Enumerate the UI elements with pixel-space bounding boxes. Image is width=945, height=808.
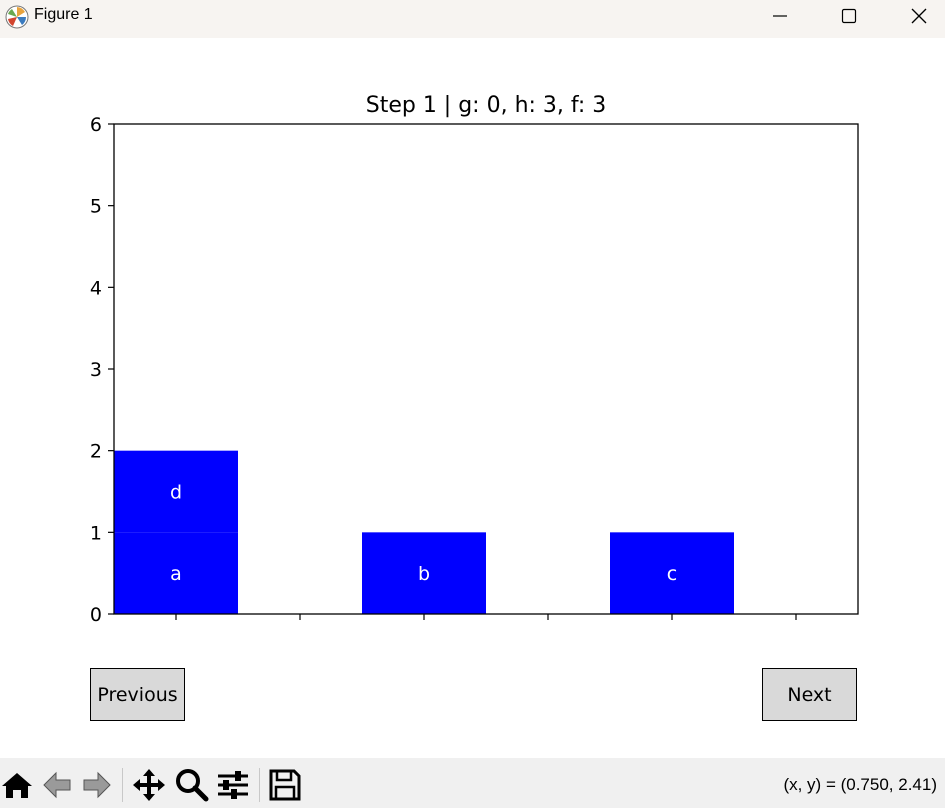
home-button[interactable] bbox=[0, 767, 36, 803]
matplotlib-app-icon bbox=[5, 5, 29, 29]
x-tick-label: 3 bbox=[418, 627, 430, 628]
figure-canvas[interactable]: Step 1 | g: 0, h: 3, f: 3 a d b c 0 1 2 3 4 5 6 1… bbox=[0, 38, 945, 758]
save-icon bbox=[269, 769, 301, 801]
zoom-icon bbox=[176, 769, 209, 802]
window-title: Figure 1 bbox=[34, 6, 93, 23]
bar-label-b: b bbox=[418, 563, 430, 585]
pan-icon bbox=[133, 769, 165, 801]
axes-frame bbox=[113, 123, 859, 615]
bar-block-c bbox=[610, 532, 734, 614]
pan-button[interactable] bbox=[131, 767, 167, 803]
cursor-coordinates: (x, y) = (0.750, 2.41) bbox=[783, 775, 937, 794]
configure-subplots-icon bbox=[218, 771, 248, 799]
chart-title: Step 1 | g: 0, h: 3, f: 3 bbox=[366, 93, 607, 118]
x-tick-label: 6 bbox=[790, 627, 802, 628]
zoom-button[interactable] bbox=[174, 767, 210, 803]
y-tick-label: 5 bbox=[90, 196, 102, 218]
y-tick-label: 1 bbox=[90, 522, 102, 544]
x-tick-label: 4 bbox=[542, 627, 554, 628]
x-tick-label: 2 bbox=[294, 627, 306, 628]
previous-button[interactable]: Previous bbox=[90, 668, 185, 721]
close-icon bbox=[911, 8, 927, 24]
toolbar-separator bbox=[259, 768, 260, 802]
bar-label-a: a bbox=[170, 563, 182, 585]
y-tick-label: 2 bbox=[90, 441, 102, 463]
save-button[interactable] bbox=[267, 767, 303, 803]
y-tick-label: 4 bbox=[90, 277, 102, 299]
bar-label-d: d bbox=[170, 482, 182, 504]
close-button[interactable] bbox=[889, 0, 945, 32]
navigation-toolbar: (x, y) = (0.750, 2.41) bbox=[0, 758, 945, 808]
toolbar-separator bbox=[122, 768, 123, 802]
minimize-icon bbox=[773, 15, 787, 17]
x-tick-label: 1 bbox=[170, 627, 182, 628]
bar-block-a bbox=[114, 532, 238, 614]
maximize-button[interactable] bbox=[819, 0, 879, 32]
y-tick-label: 3 bbox=[90, 359, 102, 381]
maximize-icon bbox=[841, 8, 857, 24]
plot: Step 1 | g: 0, h: 3, f: 3 a d b c 0 1 2 3 4 5 6 1… bbox=[90, 93, 859, 628]
forward-button[interactable] bbox=[78, 767, 114, 803]
back-icon bbox=[43, 771, 71, 799]
x-tick-label: 5 bbox=[666, 627, 678, 628]
y-tick-label: 0 bbox=[90, 604, 102, 626]
configure-subplots-button[interactable] bbox=[215, 767, 251, 803]
forward-icon bbox=[83, 771, 111, 799]
home-icon bbox=[2, 773, 32, 798]
y-tick-label: 6 bbox=[90, 114, 102, 136]
bar-label-c: c bbox=[667, 563, 677, 585]
back-button[interactable] bbox=[40, 767, 76, 803]
bar-block-d bbox=[114, 450, 238, 533]
title-bar: Figure 1 bbox=[0, 0, 945, 38]
minimize-button[interactable] bbox=[750, 0, 810, 32]
bar-block-b bbox=[362, 532, 486, 614]
next-button[interactable]: Next bbox=[762, 668, 857, 721]
